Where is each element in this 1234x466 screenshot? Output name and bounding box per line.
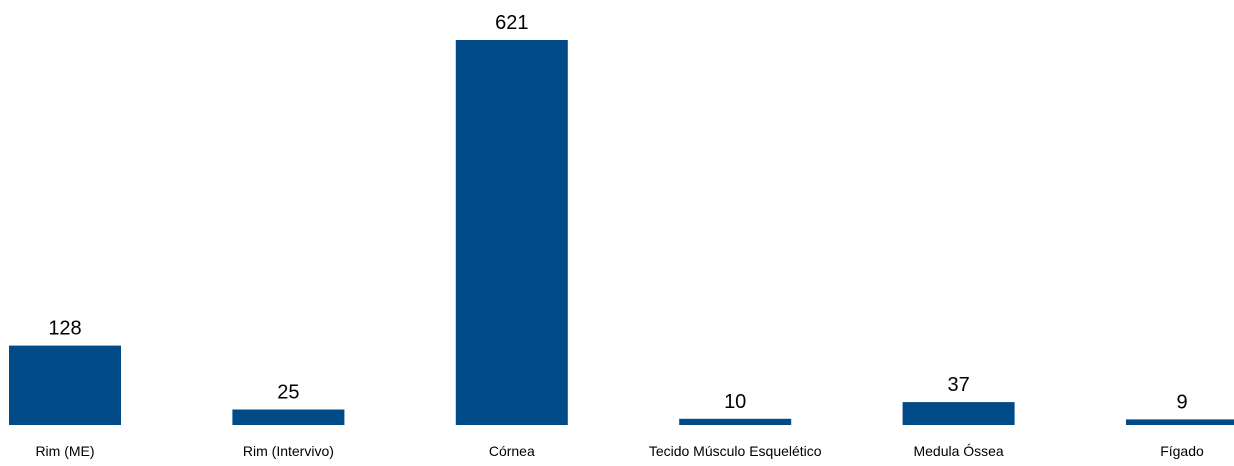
bar-value-label: 621: [495, 12, 528, 34]
x-tick-label: Medula Óssea: [913, 443, 1003, 459]
x-tick-label: Rim (Intervivo): [243, 443, 334, 459]
bar-value-label: 25: [277, 382, 299, 404]
x-tick-label: Fígado: [1160, 443, 1204, 459]
bar: [902, 402, 1015, 425]
x-tick-label: Tecido Músculo Esquelético: [649, 443, 822, 459]
x-tick-label: Córnea: [489, 443, 535, 459]
bar: [232, 409, 345, 425]
bar-value-label: 128: [48, 318, 81, 340]
bar: [9, 345, 121, 425]
bar: [679, 418, 792, 425]
bar: [455, 40, 568, 425]
bar-value-label: 37: [947, 374, 969, 396]
bar-value-label: 10: [724, 391, 746, 413]
x-tick-label: Rim (ME): [35, 443, 94, 459]
bar-value-label: 9: [1176, 391, 1187, 413]
bar: [1126, 419, 1234, 425]
